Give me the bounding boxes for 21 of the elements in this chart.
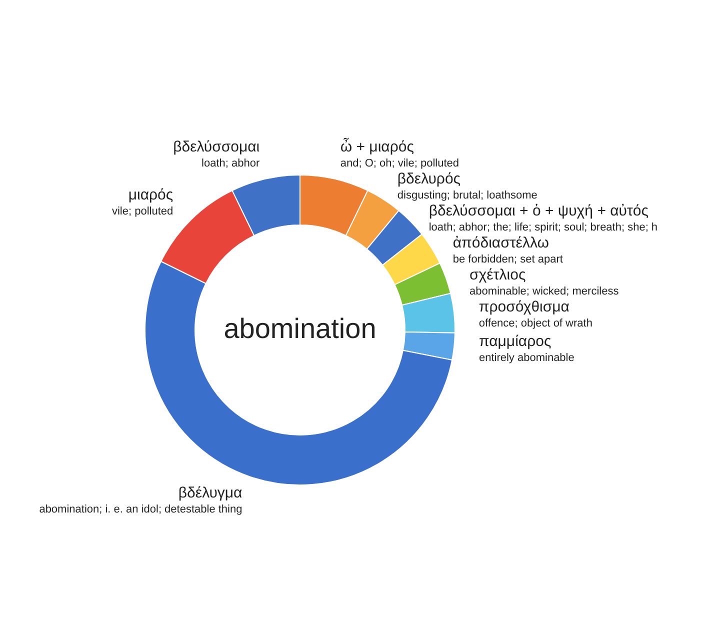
slice-label: προσόχθισμα <box>478 298 570 316</box>
slice-label: βδέλυγμα <box>178 484 243 502</box>
slice-label: βδελύσσομαι <box>173 138 260 156</box>
slice-label: σχέτλιος <box>470 266 526 284</box>
slice-label: βδελυρός <box>397 170 461 188</box>
slice-label: ὦ + μιαρός <box>340 138 414 156</box>
text: abomination <box>224 313 376 344</box>
text: offence; object of wrath <box>478 318 592 330</box>
slice-label: παμμίαρος <box>478 333 552 350</box>
text: disgusting; brutal; loathsome <box>397 190 538 202</box>
text: entirely abominable <box>478 352 574 364</box>
slice-label: βδελύσσομαι + ὁ + ψυχή + αὐτός <box>428 202 648 220</box>
text: be forbidden; set apart <box>452 254 563 266</box>
text: abomination; i. e. an idol; detestable thing <box>39 503 242 516</box>
text: vile; polluted <box>112 205 174 218</box>
slice-label: μιαρός <box>128 186 174 204</box>
text: loath; abhor <box>202 158 260 170</box>
text: abominable; wicked; merciless <box>470 286 620 298</box>
text: and; O; oh; vile; polluted <box>340 158 460 170</box>
slice-label: ἀπόδιαστέλλω <box>452 234 550 252</box>
text: loath; abhor; the; life; spirit; soul; breath; she; h <box>428 222 658 234</box>
